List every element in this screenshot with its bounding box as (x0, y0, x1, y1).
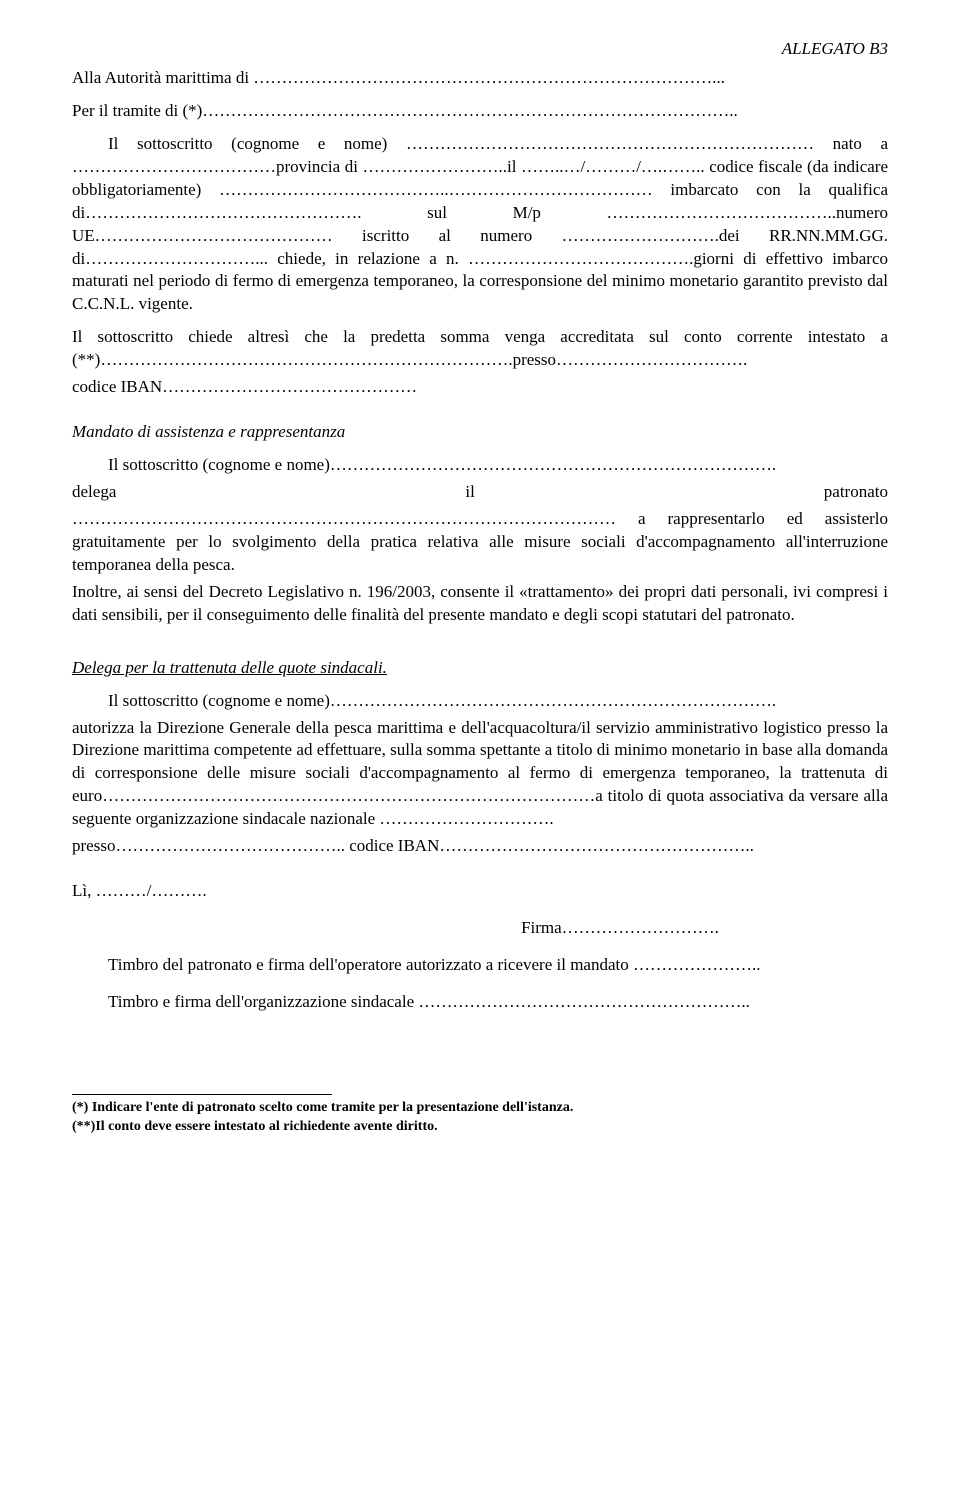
footnote-1: (*) Indicare l'ente di patronato scelto … (72, 1099, 888, 1118)
conto-corrente-paragraph: Il sottoscritto chiede altresì che la pr… (72, 326, 888, 372)
timbro-sindacale: Timbro e firma dell'organizzazione sinda… (72, 991, 888, 1014)
autorita-line: Alla Autorità marittima di …………………………………… (72, 67, 888, 90)
place-date: Lì, ………/………. (72, 880, 888, 903)
delega-body2: presso………………………………….. codice IBAN…………………… (72, 835, 888, 858)
delega-word: delega (72, 481, 116, 504)
mandato-body1: …………………………………………………………………………………… a rappr… (72, 508, 888, 577)
delega-title: Delega per la trattenuta delle quote sin… (72, 657, 888, 680)
delega-sottoscritto: Il sottoscritto (cognome e nome)……………………… (72, 690, 888, 713)
firma-line: Firma………………………. (72, 917, 888, 940)
mandato-body2: Inoltre, ai sensi del Decreto Legislativ… (72, 581, 888, 627)
delega-patronato-line: delega il patronato (72, 481, 888, 504)
delega-body1: autorizza la Direzione Generale della pe… (72, 717, 888, 832)
allegato-header: ALLEGATO B3 (72, 38, 888, 61)
mandato-sottoscritto: Il sottoscritto (cognome e nome)……………………… (72, 454, 888, 477)
il-word: il (465, 481, 474, 504)
iban-line: codice IBAN……………………………………… (72, 376, 888, 399)
tramite-line: Per il tramite di (*)…………………………………………………… (72, 100, 888, 123)
footnote-divider (72, 1094, 332, 1095)
mandato-title: Mandato di assistenza e rappresentanza (72, 421, 888, 444)
sottoscritto-paragraph: Il sottoscritto (cognome e nome) …………………… (72, 133, 888, 317)
footnote-2: (**)Il conto deve essere intestato al ri… (72, 1118, 888, 1137)
timbro-patronato: Timbro del patronato e firma dell'operat… (72, 954, 888, 977)
patronato-word: patronato (824, 481, 888, 504)
